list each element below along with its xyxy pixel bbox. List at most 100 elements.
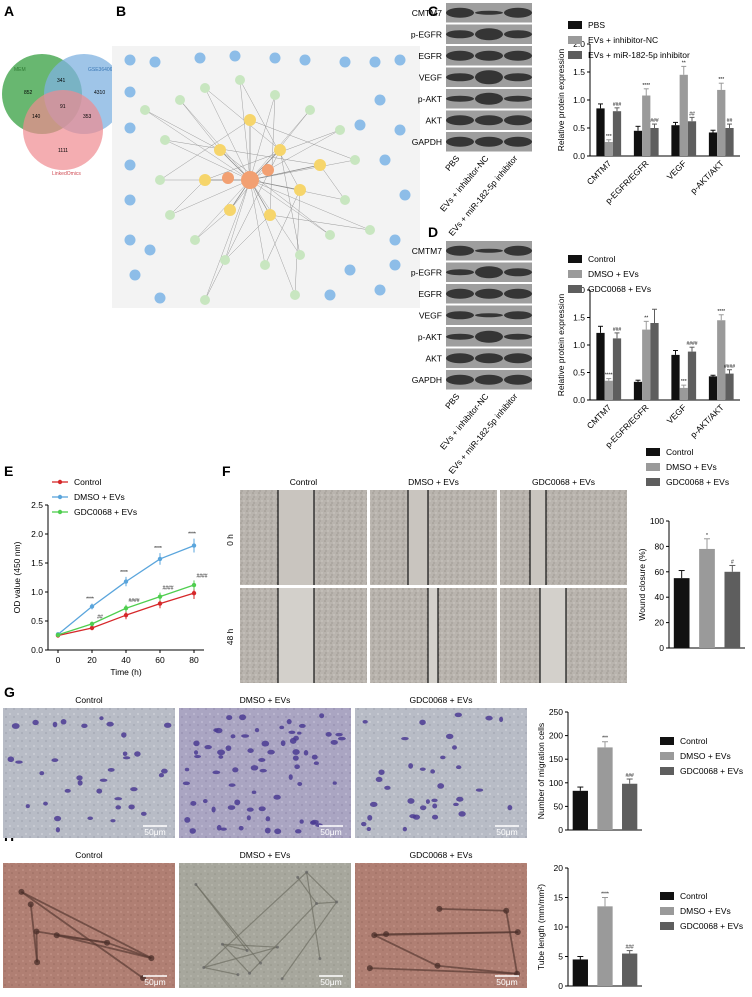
wound-gap	[540, 588, 566, 683]
migrated-cell	[361, 821, 367, 827]
migrated-cell	[325, 732, 332, 737]
significance-mark: ####	[128, 598, 139, 604]
network-node	[155, 175, 165, 185]
migrated-cell	[267, 749, 275, 755]
y-tick-label: 0.5	[573, 123, 585, 133]
y-tick-label: 1.0	[573, 95, 585, 105]
network-node	[262, 164, 274, 176]
tube-segment	[203, 871, 308, 968]
data-point	[157, 594, 163, 599]
significance-mark: ##	[689, 111, 695, 117]
network-node	[244, 114, 256, 126]
image-column-label: GDC0068 + EVs	[409, 695, 472, 705]
data-point	[191, 590, 197, 596]
y-tick-label: 0.5	[573, 368, 585, 378]
migrated-cell	[122, 756, 131, 760]
bar	[717, 89, 726, 156]
tube-node	[315, 901, 319, 905]
migrated-cell	[279, 725, 285, 730]
tube-segment	[56, 934, 108, 944]
network-edge	[249, 94, 276, 181]
migrated-cell	[369, 801, 378, 808]
panel-letter-e: E	[4, 463, 13, 479]
significance-mark: ****	[86, 597, 94, 603]
bar	[622, 953, 638, 986]
migrated-cell	[335, 732, 343, 737]
network-node-isolated	[354, 119, 366, 131]
network-node-isolated	[269, 52, 281, 64]
blot-band	[504, 73, 532, 82]
network-node	[160, 135, 170, 145]
significance-mark: ###	[650, 118, 659, 124]
network-node	[220, 255, 230, 265]
migrated-cell	[299, 819, 304, 824]
y-tick-label: 80	[655, 541, 665, 551]
migrated-cell	[163, 722, 172, 728]
tube-segment	[439, 907, 507, 912]
migrated-cell	[454, 712, 462, 718]
legend-label: DMSO + EVs	[666, 462, 717, 472]
migrated-cell	[273, 794, 281, 800]
blot-band	[446, 115, 474, 126]
migrated-cell	[25, 804, 30, 809]
tube-segment	[306, 871, 338, 903]
network-edge	[144, 109, 221, 151]
network-node-isolated	[144, 244, 156, 256]
significance-mark: ####	[686, 341, 697, 347]
migrated-cell	[452, 745, 457, 750]
tube-node	[371, 932, 378, 939]
migrated-cell	[211, 806, 216, 813]
network-edge	[159, 119, 251, 181]
series-line	[57, 544, 195, 635]
bar	[699, 548, 715, 648]
y-tick-label: 10	[554, 922, 564, 932]
migrated-cell	[367, 814, 373, 821]
migrated-cell	[110, 819, 116, 823]
migrated-cell	[7, 756, 15, 763]
data-point	[89, 621, 95, 627]
data-point	[89, 604, 95, 609]
legend-swatch	[660, 922, 674, 930]
migrated-cell	[241, 734, 250, 738]
significance-mark: ****	[605, 373, 613, 379]
migrated-cell	[293, 735, 299, 741]
legend-label: GDC0068 + EVs	[666, 477, 729, 487]
blot-band-label: p-EGFR	[411, 267, 442, 277]
migrated-cell	[230, 734, 236, 739]
bar	[673, 578, 690, 648]
blot-band-label: GAPDH	[412, 137, 442, 147]
network-node	[335, 125, 345, 135]
network-node-isolated	[339, 56, 351, 68]
blot-band	[504, 268, 532, 277]
migrated-cell	[99, 716, 104, 721]
network-node	[222, 172, 234, 184]
blot-band-label: VEGF	[419, 310, 442, 320]
blot-band	[475, 288, 503, 299]
bar	[612, 338, 622, 400]
x-tick-label: p-AKT/AKT	[688, 402, 725, 439]
y-tick-label: 15	[554, 893, 564, 903]
bar-chart-c: 0.00.51.01.52.0Relative protein expressi…	[556, 20, 740, 206]
legend-label: GDC0068 + EVs	[680, 921, 743, 931]
network-edge	[204, 129, 341, 181]
legend-swatch	[660, 907, 674, 915]
y-tick-label: 200	[549, 731, 563, 741]
bar-chart-f: 0 20 40 60 80 100 Wound closure (%) * # Control DM…	[637, 447, 745, 653]
network-edge	[169, 179, 251, 216]
migrated-cell	[431, 798, 438, 803]
image-column-label: Control	[290, 477, 318, 487]
wound-gap	[428, 588, 438, 683]
migrated-cell	[216, 824, 222, 831]
migrated-cell	[217, 749, 226, 756]
y-tick-label: 0.0	[573, 151, 585, 161]
bar	[597, 906, 613, 986]
migrated-cell	[60, 719, 67, 725]
network-edge	[249, 179, 296, 296]
network-node-isolated	[369, 56, 381, 68]
network-edge	[294, 189, 301, 296]
bar	[633, 130, 643, 156]
migrated-cell	[238, 825, 244, 831]
tube-node	[104, 939, 111, 946]
y-tick-label: 150	[549, 754, 563, 764]
